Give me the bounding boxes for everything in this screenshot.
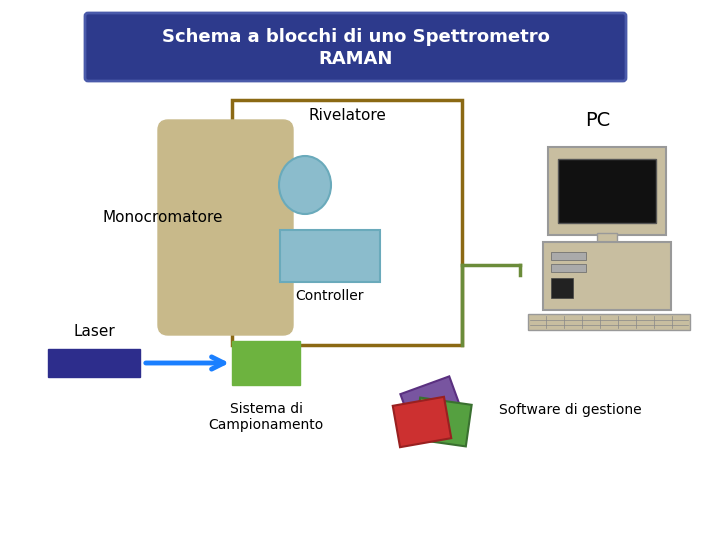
Bar bbox=[48, 349, 140, 377]
Text: Sistema di
Campionamento: Sistema di Campionamento bbox=[208, 402, 323, 432]
Ellipse shape bbox=[279, 156, 331, 214]
FancyBboxPatch shape bbox=[85, 13, 626, 81]
Bar bbox=[280, 230, 380, 282]
Polygon shape bbox=[414, 397, 472, 447]
Bar bbox=[551, 252, 586, 260]
Bar bbox=[597, 233, 617, 243]
Text: Laser: Laser bbox=[73, 323, 115, 339]
Bar bbox=[232, 100, 462, 345]
Bar bbox=[528, 314, 690, 330]
Text: RAMAN: RAMAN bbox=[318, 50, 392, 68]
Bar bbox=[232, 341, 300, 385]
Bar bbox=[543, 242, 671, 310]
Bar bbox=[558, 159, 656, 223]
Bar bbox=[551, 278, 573, 298]
FancyBboxPatch shape bbox=[158, 120, 293, 335]
Text: PC: PC bbox=[585, 111, 611, 130]
Text: Schema a blocchi di uno Spettrometro: Schema a blocchi di uno Spettrometro bbox=[161, 28, 549, 46]
Polygon shape bbox=[392, 397, 451, 447]
Text: Controller: Controller bbox=[296, 289, 364, 303]
Polygon shape bbox=[400, 376, 464, 434]
Text: Rivelatore: Rivelatore bbox=[308, 107, 386, 123]
Bar bbox=[551, 264, 586, 272]
Text: Software di gestione: Software di gestione bbox=[499, 403, 642, 417]
FancyBboxPatch shape bbox=[548, 147, 666, 235]
Text: Monocromatore: Monocromatore bbox=[103, 210, 223, 225]
